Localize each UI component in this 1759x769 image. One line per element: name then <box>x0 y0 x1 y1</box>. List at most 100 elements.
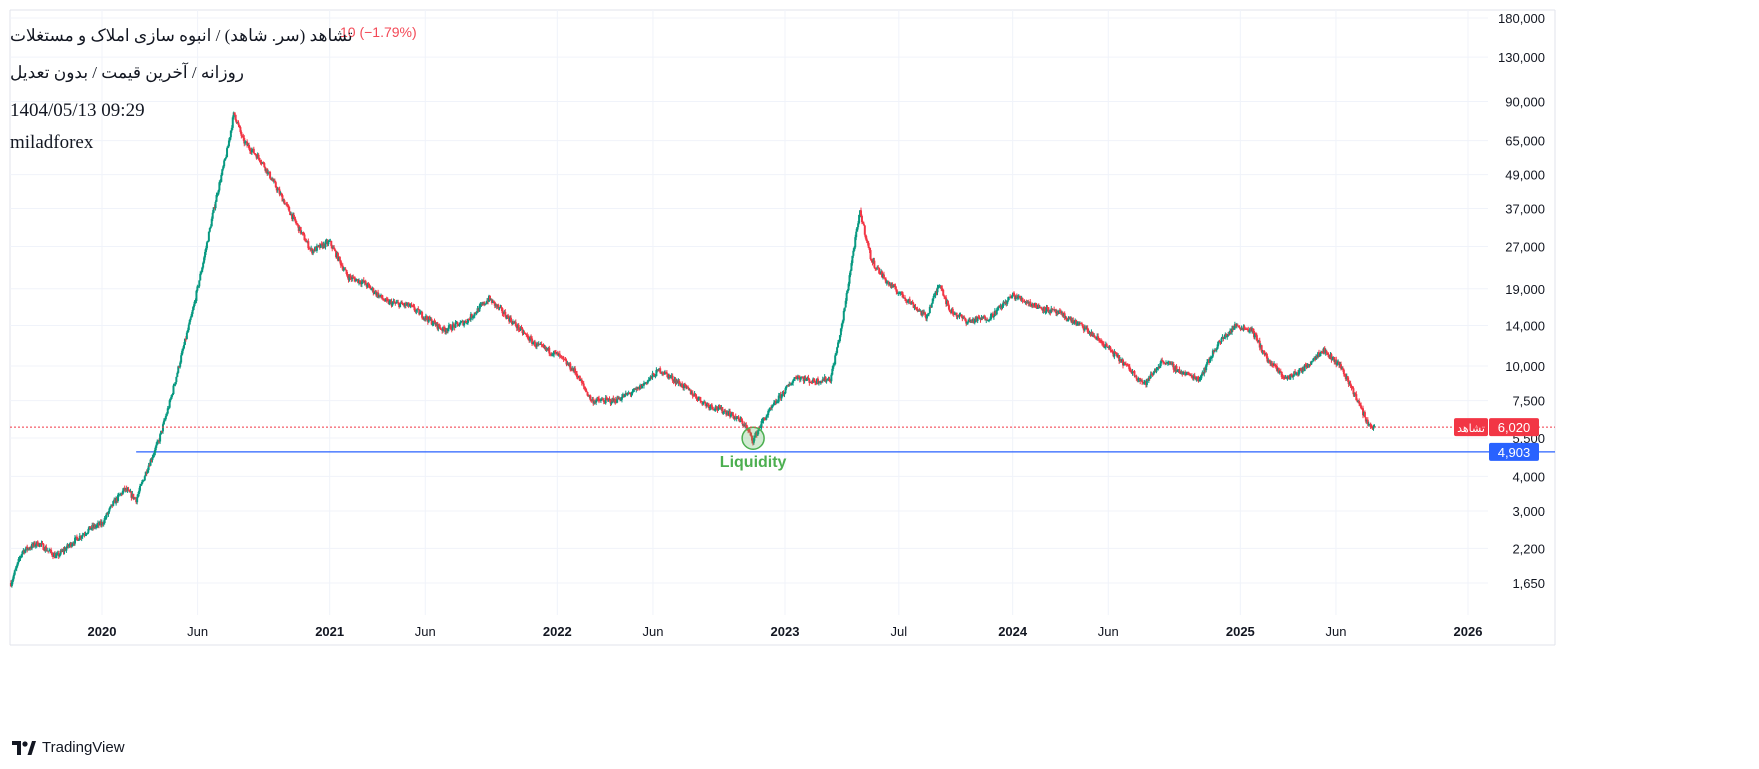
candle-body-down <box>1255 335 1258 341</box>
candle-body-up <box>906 301 909 303</box>
candle-body-up <box>1149 374 1152 378</box>
candle-body-down <box>336 253 339 261</box>
candle-body-down <box>862 223 865 226</box>
candle-body-down <box>433 320 436 323</box>
candle-body-down <box>1135 375 1138 379</box>
candle-body-down <box>517 324 520 330</box>
candle-body-up <box>55 554 58 556</box>
candle-body-down <box>578 376 581 382</box>
candle-body-up <box>841 320 844 324</box>
candle-body-down <box>280 193 283 196</box>
candle-body-down <box>1111 351 1114 353</box>
candle-body-up <box>155 444 158 448</box>
candle-body-down <box>636 388 639 390</box>
candle-body-down <box>602 400 605 402</box>
y-tick-label: 10,000 <box>1505 359 1545 374</box>
candle-body-up <box>767 410 770 416</box>
candle-body-down <box>1175 366 1178 372</box>
candle-body-up <box>535 343 538 347</box>
candles[interactable] <box>9 111 1376 588</box>
candle-body-down <box>262 162 265 164</box>
tradingview-branding[interactable]: TradingView <box>12 739 125 756</box>
candle-body-up <box>191 310 194 314</box>
candle-body-up <box>631 392 634 394</box>
candle-body-up <box>196 286 199 291</box>
candle-body-up <box>446 328 449 332</box>
candle-body-down <box>659 368 662 373</box>
candle-body-down <box>1184 372 1187 376</box>
candle-body-down <box>412 305 415 307</box>
candle-body-up <box>925 314 928 319</box>
candle-body-up <box>760 421 763 427</box>
price-axis[interactable]: 180,000 130,000 90,000 65,000 49,000 37,000 27… <box>1498 11 1545 591</box>
liquidity-annotation[interactable]: Liquidity <box>720 426 787 471</box>
candle-body-up <box>48 550 51 552</box>
candle-body-down <box>1326 352 1329 355</box>
candle-body-down <box>235 120 238 123</box>
candle-body-up <box>620 396 623 400</box>
candle-body-down <box>873 260 876 268</box>
candle-body-down <box>707 404 710 409</box>
candle-body-down <box>518 329 521 331</box>
y-tick-label: 14,000 <box>1505 319 1545 334</box>
candle-body-up <box>1002 301 1005 306</box>
candle-body-up <box>839 328 842 336</box>
candle-body-up <box>169 398 172 401</box>
y-tick-label: 4,000 <box>1512 469 1545 484</box>
candle-body-up <box>199 273 202 281</box>
candle-body-down <box>1363 412 1366 418</box>
candle-body-down <box>132 493 135 499</box>
candle-body-down <box>233 112 236 115</box>
candle-body-down <box>1009 296 1012 298</box>
candle-body-up <box>1310 361 1313 365</box>
candle-body-up <box>226 146 229 149</box>
candle-body-down <box>715 406 718 410</box>
candle-body-up <box>13 570 16 575</box>
candle-body-down <box>1325 351 1328 353</box>
candle-body-down <box>942 289 945 296</box>
candle-body-up <box>102 523 105 525</box>
candle-body-down <box>1012 292 1015 296</box>
candle-body-up <box>973 319 976 323</box>
candle-body-down <box>410 304 413 306</box>
candle-body-up <box>772 402 775 406</box>
candle-body-down <box>601 399 604 401</box>
candle-body-down <box>581 382 584 384</box>
candle-body-down <box>1114 352 1117 354</box>
candle-body-down <box>662 372 665 374</box>
candle-body-up <box>833 364 836 366</box>
candle-body-up <box>1160 360 1163 364</box>
candle-body-up <box>136 496 139 503</box>
candle-body-down <box>263 163 266 168</box>
candle-body-down <box>1032 303 1035 306</box>
candle-body-up <box>1223 337 1226 339</box>
candle-body-down <box>820 380 823 382</box>
candle-body-down <box>1342 369 1345 375</box>
candle-body-down <box>782 391 785 395</box>
candle-body-up <box>153 452 156 455</box>
candle-body-down <box>493 301 496 306</box>
candle-body-down <box>582 383 585 387</box>
candle-body-down <box>307 241 310 249</box>
candle-body-down <box>813 378 816 382</box>
symbol-title[interactable]: تشاهد (سر. شاهد) / انبوه سازی املاک و مس… <box>10 26 353 45</box>
x-tick-label: 2021 <box>315 624 344 639</box>
candle-body-up <box>1131 370 1134 374</box>
time-axis[interactable]: 2020 Jun 2021 Jun 2022 Jun 2023 Jul 2024 Jun 2025 J… <box>88 624 1483 639</box>
candle-body-up <box>84 534 87 536</box>
candle-body-up <box>1209 358 1212 360</box>
candle-body-up <box>1066 320 1069 322</box>
candle-body-down <box>470 314 473 318</box>
candle-body-up <box>166 408 169 414</box>
candle-body-up <box>683 384 686 389</box>
candle-body-up <box>796 376 799 380</box>
candle-body-up <box>478 305 481 312</box>
candle-body-down <box>439 327 442 329</box>
candle-body-up <box>819 380 822 384</box>
candle-body-down <box>881 271 884 278</box>
candle-body-up <box>355 279 358 282</box>
candle-body-down <box>734 416 737 420</box>
candle-body-down <box>1049 312 1052 314</box>
candle-body-up <box>758 427 761 429</box>
candle-body-up <box>1303 364 1306 372</box>
